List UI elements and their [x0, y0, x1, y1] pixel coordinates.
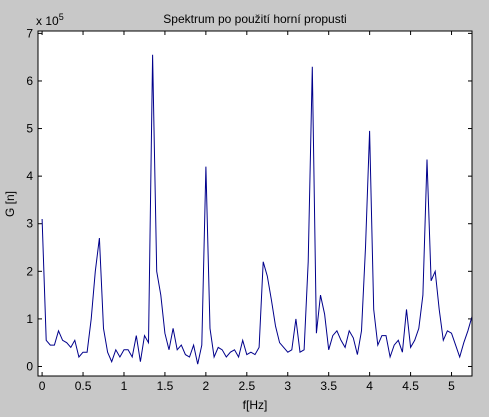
y-axis-label: G [n] [3, 191, 17, 217]
y-exponent-label: x 105 [36, 12, 64, 28]
x-tick-label: 3 [284, 379, 291, 393]
x-tick-label: 5 [448, 379, 455, 393]
ticks-group [38, 31, 472, 376]
y-tick-label: 2 [26, 264, 33, 278]
x-tick-label: 1.5 [157, 379, 174, 393]
x-tick-label: 4 [366, 379, 373, 393]
x-axis-label: f[Hz] [243, 398, 268, 412]
y-exponent-power: 5 [59, 12, 64, 22]
y-exponent-base: x 10 [36, 14, 59, 28]
x-tick-label: 1 [121, 379, 128, 393]
x-tick-label: 2.5 [238, 379, 255, 393]
x-tick-label: 0.5 [75, 379, 92, 393]
y-tick-label: 7 [26, 26, 33, 40]
series-line-0 [41, 54, 473, 365]
y-tick-label: 3 [26, 217, 33, 231]
x-tick-label: 2 [203, 379, 210, 393]
x-tick-label: 3.5 [320, 379, 337, 393]
plot-area [38, 31, 472, 376]
x-tick-label: 4.5 [402, 379, 419, 393]
tick-labels-group: 0 0.5 1 1.5 2 2.5 3 3.5 4 4.5 5 0 1 2 3 4 5 6 7 [26, 26, 455, 393]
y-tick-label: 0 [26, 359, 33, 373]
y-tick-label: 6 [26, 74, 33, 88]
chart-title: Spektrum po použití horní propusti [163, 12, 346, 26]
y-tick-label: 1 [26, 312, 33, 326]
y-tick-label: 5 [26, 122, 33, 136]
x-tick-label: 0 [39, 379, 46, 393]
y-tick-label: 4 [26, 169, 33, 183]
plot-frame [37, 30, 473, 377]
